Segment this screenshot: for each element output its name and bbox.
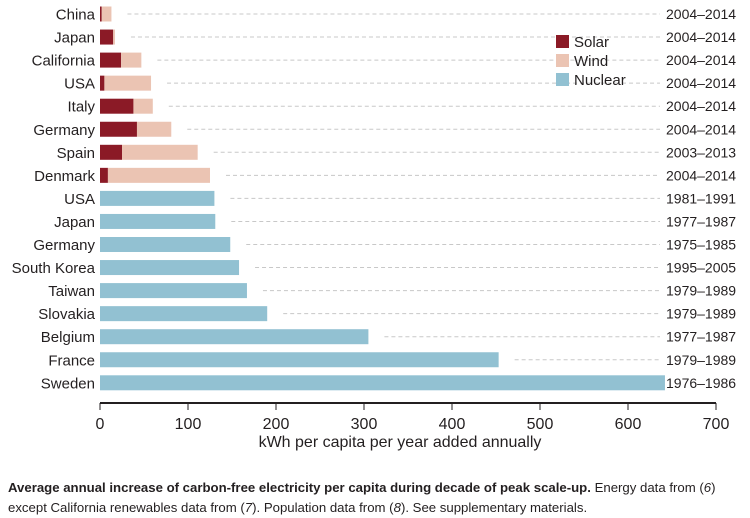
bar-wind-usa <box>104 75 152 91</box>
figure-caption: Average annual increase of carbon-free e… <box>8 478 744 518</box>
bar-wind-germany <box>136 121 172 137</box>
x-axis: 0 100 200 300 400 500 600 700 <box>96 402 730 433</box>
bar-nuclear-germany <box>100 237 231 252</box>
period-label: 1975–1985 <box>666 237 736 253</box>
period-label: 2004–2014 <box>666 121 736 137</box>
x-tick-label: 400 <box>439 416 466 433</box>
legend-swatch-wind <box>556 54 569 67</box>
category-label: USA <box>64 76 95 93</box>
bar-solar-italy <box>100 98 134 114</box>
bar-nuclear-south-korea <box>100 260 240 276</box>
category-label: Germany <box>33 122 95 139</box>
legend-swatch-solar <box>556 35 569 48</box>
category-label: Germany <box>33 237 95 254</box>
bar-solar-spain <box>100 144 122 160</box>
x-tick-label: 700 <box>703 416 730 433</box>
period-label: 2004–2014 <box>666 167 736 183</box>
x-tick-label: 200 <box>263 416 290 433</box>
period-label: 2004–2014 <box>666 52 736 68</box>
bar-nuclear-belgium <box>100 329 369 345</box>
category-label: China <box>56 7 96 24</box>
bar-solar-japan <box>100 29 114 45</box>
category-label: Slovakia <box>38 306 95 323</box>
bar-wind-california <box>121 52 142 68</box>
bar-nuclear-france <box>100 352 499 368</box>
category-label: Denmark <box>34 168 95 185</box>
period-label: 1979–1989 <box>666 283 736 299</box>
caption-text-2: ) except California renewables data from… <box>8 480 716 515</box>
period-label: 1977–1987 <box>666 213 736 229</box>
category-label: Taiwan <box>48 283 95 300</box>
caption-ref-8: 8 <box>393 500 401 515</box>
category-label: Japan <box>54 30 95 47</box>
bar-solar-california <box>100 52 122 68</box>
period-label: 1981–1991 <box>666 190 736 206</box>
x-tick-label: 0 <box>96 416 105 433</box>
caption-text-4: ). See supplementary materials. <box>400 500 588 515</box>
period-label: 2004–2014 <box>666 75 736 91</box>
bar-solar-china <box>100 6 102 22</box>
bar-nuclear-taiwan <box>100 283 247 299</box>
bars <box>100 6 665 391</box>
category-label: California <box>32 53 96 70</box>
bar-nuclear-sweden <box>100 375 665 391</box>
caption-text-1: Energy data from ( <box>590 480 704 495</box>
caption-title: Average annual increase of carbon-free e… <box>8 480 591 495</box>
x-axis-title: kWh per capita per year added annually <box>259 434 542 451</box>
x-tick-label: 300 <box>351 416 378 433</box>
x-tick-label: 600 <box>615 416 642 433</box>
period-label: 2003–2013 <box>666 144 736 160</box>
category-labels: China Japan California USA Italy Germany Spain… <box>12 7 96 393</box>
bar-solar-usa <box>100 75 105 91</box>
category-label: USA <box>64 191 95 208</box>
legend-swatch-nuclear <box>556 73 569 86</box>
category-label: France <box>48 352 95 369</box>
bar-wind-denmark <box>107 167 210 183</box>
category-label: Italy <box>67 99 95 116</box>
bar-wind-japan <box>113 29 115 45</box>
legend: Solar Wind Nuclear <box>556 34 626 89</box>
period-label: 1995–2005 <box>666 260 736 276</box>
period-labels: 2004–2014 2004–2014 2004–2014 2004–2014 2004… <box>666 6 736 391</box>
caption-ref-7: 7 <box>244 500 253 515</box>
period-label: 1979–1989 <box>666 306 736 322</box>
category-label: Spain <box>57 145 95 162</box>
bar-nuclear-slovakia <box>100 306 268 322</box>
category-label: Belgium <box>41 329 95 346</box>
bar-wind-italy <box>133 98 153 114</box>
category-label: Sweden <box>41 375 95 392</box>
period-label: 1979–1989 <box>666 352 736 368</box>
category-label: Japan <box>54 214 95 231</box>
bar-wind-spain <box>122 144 198 160</box>
bar-nuclear-usa <box>100 190 215 206</box>
bar-wind-china <box>101 6 112 22</box>
legend-label-nuclear: Nuclear <box>574 72 626 89</box>
period-label: 2004–2014 <box>666 29 736 45</box>
period-label: 1977–1987 <box>666 329 736 345</box>
period-label: 2004–2014 <box>666 98 736 114</box>
legend-label-wind: Wind <box>574 53 608 70</box>
category-label: South Korea <box>12 260 96 277</box>
bar-nuclear-japan <box>100 213 216 229</box>
caption-ref-6: 6 <box>703 480 712 495</box>
bar-solar-germany <box>100 121 137 137</box>
stacked-bar-chart: China Japan California USA Italy Germany Spain… <box>12 6 737 451</box>
caption-text-3: ). Population data from ( <box>252 500 394 515</box>
period-label: 2004–2014 <box>666 6 736 22</box>
period-label: 1976–1986 <box>666 375 736 391</box>
x-tick-label: 500 <box>527 416 554 433</box>
legend-label-solar: Solar <box>574 34 609 51</box>
bar-solar-denmark <box>100 167 108 183</box>
leader-lines <box>127 13 660 361</box>
x-tick-label: 100 <box>175 416 202 433</box>
